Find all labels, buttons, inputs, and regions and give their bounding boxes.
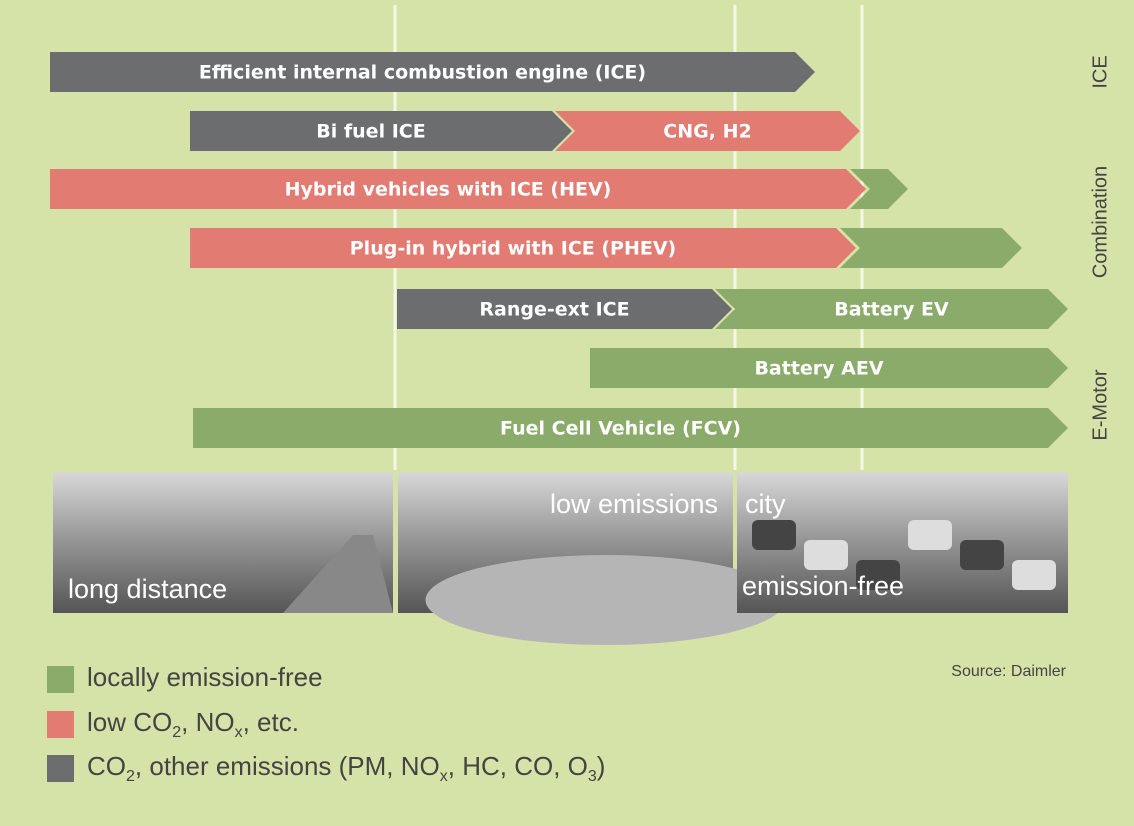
legend-swatch — [47, 711, 74, 738]
arrow-label: Bi fuel ICE — [316, 121, 425, 143]
legend-label: low CO2, NOx, etc. — [87, 707, 299, 741]
source: Source: Daimler — [951, 663, 1066, 680]
legend-text: , HC, CO, O — [448, 751, 588, 781]
side-label: Combination — [1089, 166, 1111, 278]
photo-car — [804, 540, 848, 570]
legend-text: locally emission-free — [87, 662, 323, 692]
legend-text: , other emissions (PM, NO — [135, 751, 440, 781]
legend-text: , NO — [181, 707, 234, 737]
side-label: ICE — [1089, 55, 1111, 88]
legend-label: CO2, other emissions (PM, NOx, HC, CO, O… — [87, 751, 605, 785]
legend-text: CO — [87, 751, 126, 781]
photo-caption: city — [745, 489, 786, 519]
photo-car — [752, 520, 796, 550]
photo-car — [908, 520, 952, 550]
photo-car — [960, 540, 1004, 570]
diagram: Efficient internal combustion engine (IC… — [0, 0, 1134, 826]
arrow-label: Battery EV — [834, 299, 949, 321]
legend-label: locally emission-free — [87, 662, 323, 692]
legend-text: 3 — [588, 768, 597, 785]
arrow-label: Hybrid vehicles with ICE (HEV) — [285, 179, 612, 201]
arrow-label: Fuel Cell Vehicle (FCV) — [500, 418, 741, 440]
photo-caption: emission-free — [742, 571, 904, 601]
arrow-label: Range-ext ICE — [479, 299, 629, 321]
arrow-label: Plug-in hybrid with ICE (PHEV) — [350, 238, 677, 260]
legend-text: ) — [597, 751, 606, 781]
arrow-label: CNG, H2 — [663, 121, 751, 143]
legend-text: 2 — [126, 768, 135, 785]
legend-swatch — [47, 666, 74, 693]
legend-text: 2 — [172, 724, 181, 741]
legend-text: x — [235, 724, 243, 741]
arrow-label: Battery AEV — [754, 358, 883, 380]
photo-road — [426, 555, 786, 645]
photo-car — [1012, 560, 1056, 590]
photo-caption: long distance — [68, 574, 227, 604]
arrow-label: Efficient internal combustion engine (IC… — [199, 62, 646, 84]
side-label: E-Motor — [1089, 369, 1111, 440]
legend-text: , etc. — [243, 707, 299, 737]
legend-text: low CO — [87, 707, 172, 737]
photo-caption: low emissions — [550, 489, 718, 519]
arrow-segment — [840, 228, 1022, 268]
legend-swatch — [47, 755, 74, 782]
legend-text: x — [440, 768, 448, 785]
